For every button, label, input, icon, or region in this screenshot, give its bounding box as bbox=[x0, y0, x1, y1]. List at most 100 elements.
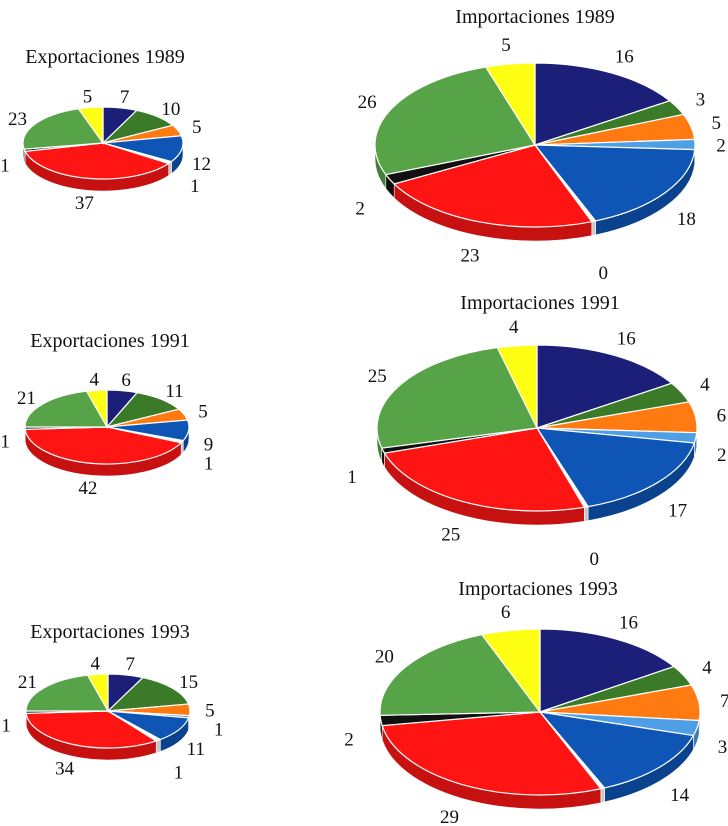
slice-label: 14 bbox=[670, 785, 690, 806]
slice-label: 16 bbox=[617, 329, 636, 350]
slice-label: 5 bbox=[198, 401, 208, 422]
slice-label: 5 bbox=[192, 117, 202, 138]
slice-label: 42 bbox=[78, 478, 97, 499]
slice-label: 5 bbox=[83, 87, 93, 108]
slice-label: 1 bbox=[190, 176, 200, 197]
slice-label: 1 bbox=[0, 432, 10, 453]
chart-title: Exportaciones 1993 bbox=[30, 621, 189, 643]
slice-label: 29 bbox=[440, 807, 459, 826]
pie-side-wall bbox=[584, 506, 589, 522]
slice-label: 26 bbox=[358, 92, 377, 113]
slice-label: 10 bbox=[161, 99, 180, 120]
slice-label: 1 bbox=[1, 716, 11, 737]
slice-label: 3 bbox=[696, 89, 706, 110]
slice-label: 7 bbox=[720, 691, 728, 712]
slice-label: 2 bbox=[344, 730, 354, 751]
slice-label: 1 bbox=[174, 763, 184, 784]
slice-label: 4 bbox=[702, 658, 712, 679]
pie-slice bbox=[22, 108, 105, 150]
slice-label: 23 bbox=[8, 109, 27, 130]
slice-label: 1 bbox=[214, 720, 224, 741]
pie-slice bbox=[496, 344, 538, 429]
slice-label: 15 bbox=[179, 672, 198, 693]
pie-slice bbox=[480, 628, 541, 714]
slice-label: 20 bbox=[375, 647, 394, 668]
slice-label: 9 bbox=[204, 435, 214, 456]
slice-label: 7 bbox=[120, 87, 130, 108]
pie-chart: 16473140292206 bbox=[344, 602, 728, 826]
slice-label: 0 bbox=[598, 263, 608, 284]
slice-label: 18 bbox=[677, 209, 696, 230]
slice-label: 21 bbox=[18, 672, 37, 693]
slice-label: 5 bbox=[712, 113, 722, 134]
chart-title: Importaciones 1993 bbox=[458, 578, 617, 600]
slice-label: 21 bbox=[17, 388, 36, 409]
chart-title: Importaciones 1989 bbox=[455, 6, 614, 28]
chart-title: Exportaciones 1989 bbox=[25, 46, 184, 68]
slice-label: 7 bbox=[126, 654, 136, 675]
slice-label: 16 bbox=[619, 612, 638, 633]
slice-label: 4 bbox=[509, 317, 519, 338]
slice-label: 4 bbox=[89, 369, 99, 390]
pie-slice bbox=[539, 628, 676, 713]
slice-label: 34 bbox=[55, 758, 75, 779]
pie-slice bbox=[85, 389, 108, 430]
slice-label: 25 bbox=[441, 524, 460, 545]
pie-slice bbox=[376, 346, 538, 449]
pie-side-wall bbox=[600, 787, 605, 804]
slice-label: 1 bbox=[204, 454, 214, 475]
pie-slice bbox=[24, 142, 171, 180]
pie-slice bbox=[374, 66, 536, 176]
slice-label: 37 bbox=[75, 193, 94, 214]
slice-label: 23 bbox=[461, 246, 480, 267]
slice-label: 12 bbox=[192, 154, 211, 175]
pie-side-wall bbox=[591, 220, 596, 237]
slice-label: 6 bbox=[717, 406, 727, 427]
slice-label: 11 bbox=[165, 381, 183, 402]
slice-label: 4 bbox=[90, 653, 100, 674]
slice-label: 17 bbox=[668, 500, 687, 521]
slice-label: 11 bbox=[187, 739, 205, 760]
slice-label: 2 bbox=[355, 199, 365, 220]
pie-slice bbox=[381, 711, 602, 796]
chart-title: Importaciones 1991 bbox=[460, 292, 619, 314]
pie-slice bbox=[106, 676, 190, 712]
pie-slice bbox=[484, 62, 536, 148]
slice-label: 2 bbox=[716, 135, 726, 156]
pie-slice bbox=[535, 427, 696, 508]
pie-slice bbox=[538, 711, 695, 789]
pie-slice bbox=[383, 427, 586, 512]
pie-slice bbox=[534, 62, 671, 146]
pie-slice bbox=[24, 390, 109, 428]
pie-slice bbox=[536, 344, 673, 429]
pie-slice bbox=[25, 674, 110, 712]
pie-slice bbox=[392, 144, 593, 228]
pie-slice bbox=[77, 106, 104, 145]
slice-label: 5 bbox=[501, 35, 511, 56]
slice-label: 6 bbox=[121, 370, 131, 391]
slice-label: 25 bbox=[368, 366, 387, 387]
slice-label: 6 bbox=[501, 602, 511, 623]
slice-label: 1 bbox=[347, 467, 357, 488]
pie-slice bbox=[25, 710, 158, 749]
chart-title: Exportaciones 1991 bbox=[30, 330, 189, 352]
slice-label: 5 bbox=[205, 701, 215, 722]
pie-slice bbox=[24, 426, 183, 465]
slice-label: 4 bbox=[700, 375, 710, 396]
slice-label: 1 bbox=[0, 156, 10, 177]
slice-label: 2 bbox=[717, 445, 727, 466]
pie-side-wall bbox=[155, 739, 161, 754]
slice-label: 3 bbox=[718, 737, 728, 758]
pie-slice bbox=[86, 673, 109, 714]
pie-slice bbox=[379, 634, 542, 716]
pie-slice bbox=[533, 144, 696, 222]
slice-label: 16 bbox=[615, 47, 634, 68]
slice-label: 0 bbox=[590, 549, 600, 570]
